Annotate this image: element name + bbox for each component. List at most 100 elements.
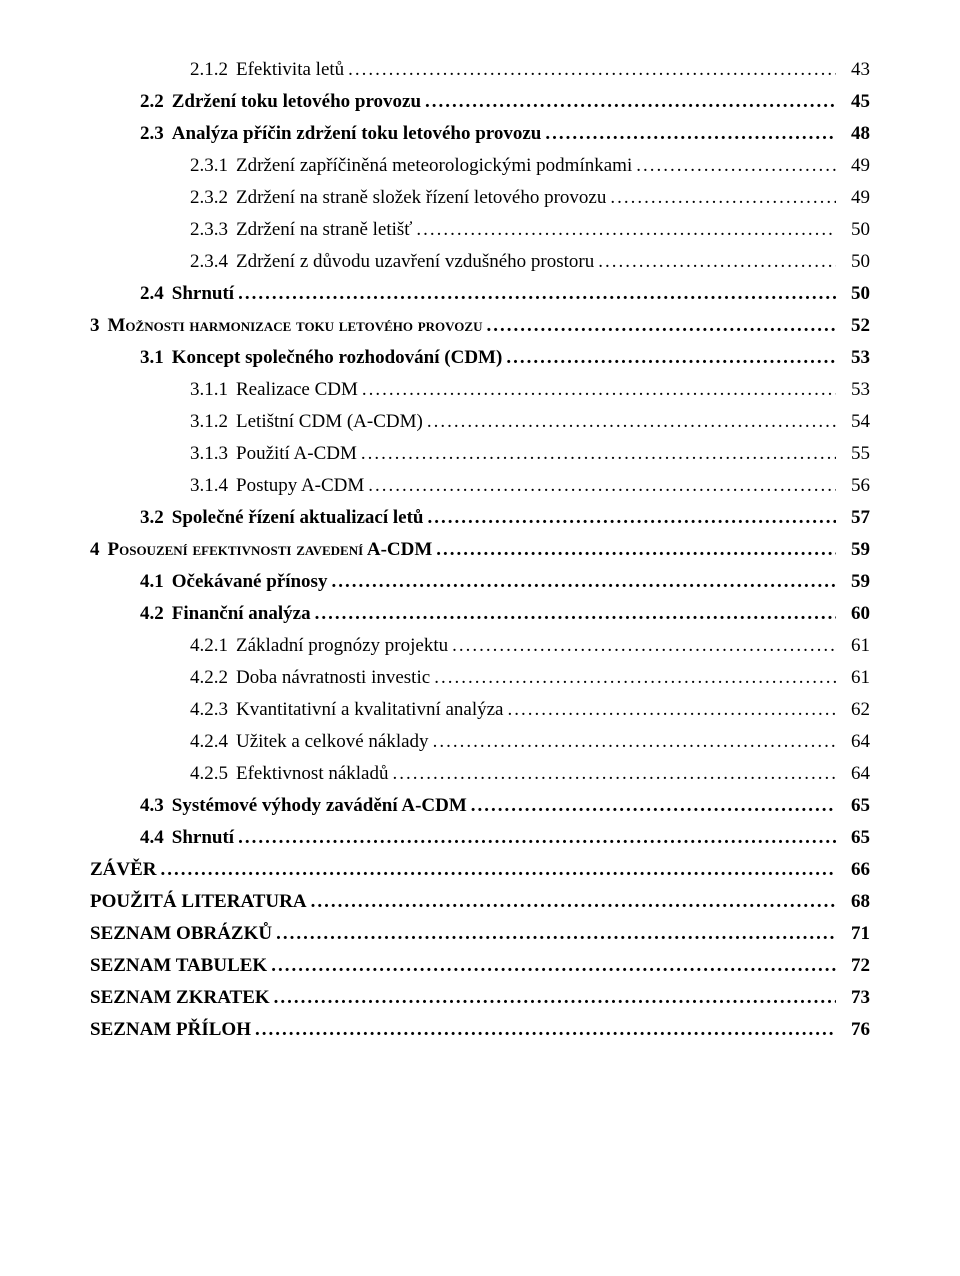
toc-page: 72	[836, 956, 870, 975]
toc-leader	[434, 668, 836, 687]
toc-title: SEZNAM OBRÁZKŮ	[90, 924, 276, 943]
toc-number: 3.2	[140, 508, 172, 527]
toc-entry: 3.1.1 Realizace CDM 53	[90, 380, 870, 399]
toc-title: Očekávané přínosy	[172, 572, 332, 591]
toc-leader	[506, 348, 836, 367]
toc-entry: SEZNAM ZKRATEK 73	[90, 988, 870, 1007]
toc-page: 64	[836, 764, 870, 783]
toc-number: 4.2.4	[190, 732, 236, 751]
toc-page: 56	[836, 476, 870, 495]
toc-leader	[348, 60, 836, 79]
toc-number: 4	[90, 540, 108, 559]
toc-leader	[427, 412, 836, 431]
toc-page: 49	[836, 188, 870, 207]
toc-page: 45	[836, 92, 870, 111]
toc-page: 48	[836, 124, 870, 143]
toc-page: 64	[836, 732, 870, 751]
toc-title: Realizace CDM	[236, 380, 362, 399]
toc-entry: 2.3.1 Zdržení zapříčiněná meteorologický…	[90, 156, 870, 175]
toc-page: 49	[836, 156, 870, 175]
toc-entry: 4.3 Systémové výhody zavádění A-CDM 65	[90, 796, 870, 815]
toc-leader	[238, 284, 836, 303]
toc-entry: 2.3.3 Zdržení na straně letišť 50	[90, 220, 870, 239]
toc-entry: 3.1.4 Postupy A-CDM 56	[90, 476, 870, 495]
toc-entry: 3 Možnosti harmonizace toku letového pro…	[90, 316, 870, 335]
toc-page: 76	[836, 1020, 870, 1039]
toc-page: 73	[836, 988, 870, 1007]
toc-number: 4.4	[140, 828, 172, 847]
toc-title: Letištní CDM (A-CDM)	[236, 412, 427, 431]
toc-number: 3.1	[140, 348, 172, 367]
toc-leader	[636, 156, 836, 175]
toc-entry: ZÁVĚR 66	[90, 860, 870, 879]
toc-entry: 3.1.2 Letištní CDM (A-CDM) 54	[90, 412, 870, 431]
toc-entry: 3.1 Koncept společného rozhodování (CDM)…	[90, 348, 870, 367]
toc-entry: 4.2.2 Doba návratnosti investic 61	[90, 668, 870, 687]
toc-number: 3.1.3	[190, 444, 236, 463]
toc-entry: 3.2 Společné řízení aktualizací letů 57	[90, 508, 870, 527]
toc-number: 2.1.2	[190, 60, 236, 79]
table-of-contents: 2.1.2 Efektivita letů 43 2.2 Zdržení tok…	[90, 60, 870, 1039]
toc-title: Finanční analýza	[172, 604, 315, 623]
toc-entry: 4.4 Shrnutí 65	[90, 828, 870, 847]
toc-title: SEZNAM ZKRATEK	[90, 988, 274, 1007]
toc-leader	[362, 380, 836, 399]
toc-number: 3.1.2	[190, 412, 236, 431]
toc-leader	[433, 732, 836, 751]
toc-leader	[161, 860, 836, 879]
toc-page: 61	[836, 636, 870, 655]
toc-number: 4.2.2	[190, 668, 236, 687]
toc-number: 4.1	[140, 572, 172, 591]
toc-number: 2.3.2	[190, 188, 236, 207]
toc-page: 52	[836, 316, 870, 335]
toc-title: Postupy A-CDM	[236, 476, 368, 495]
toc-number: 2.3.4	[190, 252, 236, 271]
toc-title: Užitek a celkové náklady	[236, 732, 433, 751]
toc-leader	[274, 988, 836, 1007]
toc-leader	[486, 316, 836, 335]
toc-leader	[452, 636, 836, 655]
toc-title: Systémové výhody zavádění A-CDM	[172, 796, 471, 815]
toc-leader	[255, 1020, 836, 1039]
toc-leader	[361, 444, 836, 463]
toc-entry: 2.4 Shrnutí 50	[90, 284, 870, 303]
toc-entry: 2.3 Analýza příčin zdržení toku letového…	[90, 124, 870, 143]
toc-page: 65	[836, 828, 870, 847]
toc-title: Shrnutí	[172, 284, 238, 303]
toc-entry: 2.3.2 Zdržení na straně složek řízení le…	[90, 188, 870, 207]
toc-title: Efektivita letů	[236, 60, 348, 79]
toc-leader	[610, 188, 836, 207]
toc-page: 53	[836, 348, 870, 367]
toc-page: 43	[836, 60, 870, 79]
toc-entry: 4.2 Finanční analýza 60	[90, 604, 870, 623]
toc-title: Zdržení zapříčiněná meteorologickými pod…	[236, 156, 636, 175]
toc-number: 2.3.3	[190, 220, 236, 239]
toc-number: 4.2	[140, 604, 172, 623]
toc-title: Společné řízení aktualizací letů	[172, 508, 428, 527]
toc-page: 50	[836, 284, 870, 303]
toc-page: 57	[836, 508, 870, 527]
toc-title: Efektivnost nákladů	[236, 764, 393, 783]
toc-title: SEZNAM TABULEK	[90, 956, 271, 975]
toc-number: 4.2.5	[190, 764, 236, 783]
toc-number: 3.1.4	[190, 476, 236, 495]
toc-title: Shrnutí	[172, 828, 238, 847]
toc-number: 2.2	[140, 92, 172, 111]
toc-page: 59	[836, 540, 870, 559]
toc-leader	[416, 220, 836, 239]
toc-title: Posouzení efektivnosti zavedení A-CDM	[108, 540, 437, 559]
toc-entry: 2.3.4 Zdržení z důvodu uzavření vzdušnéh…	[90, 252, 870, 271]
toc-title: Zdržení na straně složek řízení letového…	[236, 188, 610, 207]
toc-leader	[545, 124, 836, 143]
toc-title: Zdržení toku letového provozu	[172, 92, 425, 111]
toc-number: 3.1.1	[190, 380, 236, 399]
toc-title: Možnosti harmonizace toku letového provo…	[108, 316, 487, 335]
toc-entry: 4.2.4 Užitek a celkové náklady 64	[90, 732, 870, 751]
toc-page: 50	[836, 252, 870, 271]
toc-leader	[427, 508, 836, 527]
toc-title: SEZNAM PŘÍLOH	[90, 1020, 255, 1039]
toc-page: 59	[836, 572, 870, 591]
toc-leader	[331, 572, 836, 591]
toc-leader	[425, 92, 836, 111]
toc-page: 50	[836, 220, 870, 239]
